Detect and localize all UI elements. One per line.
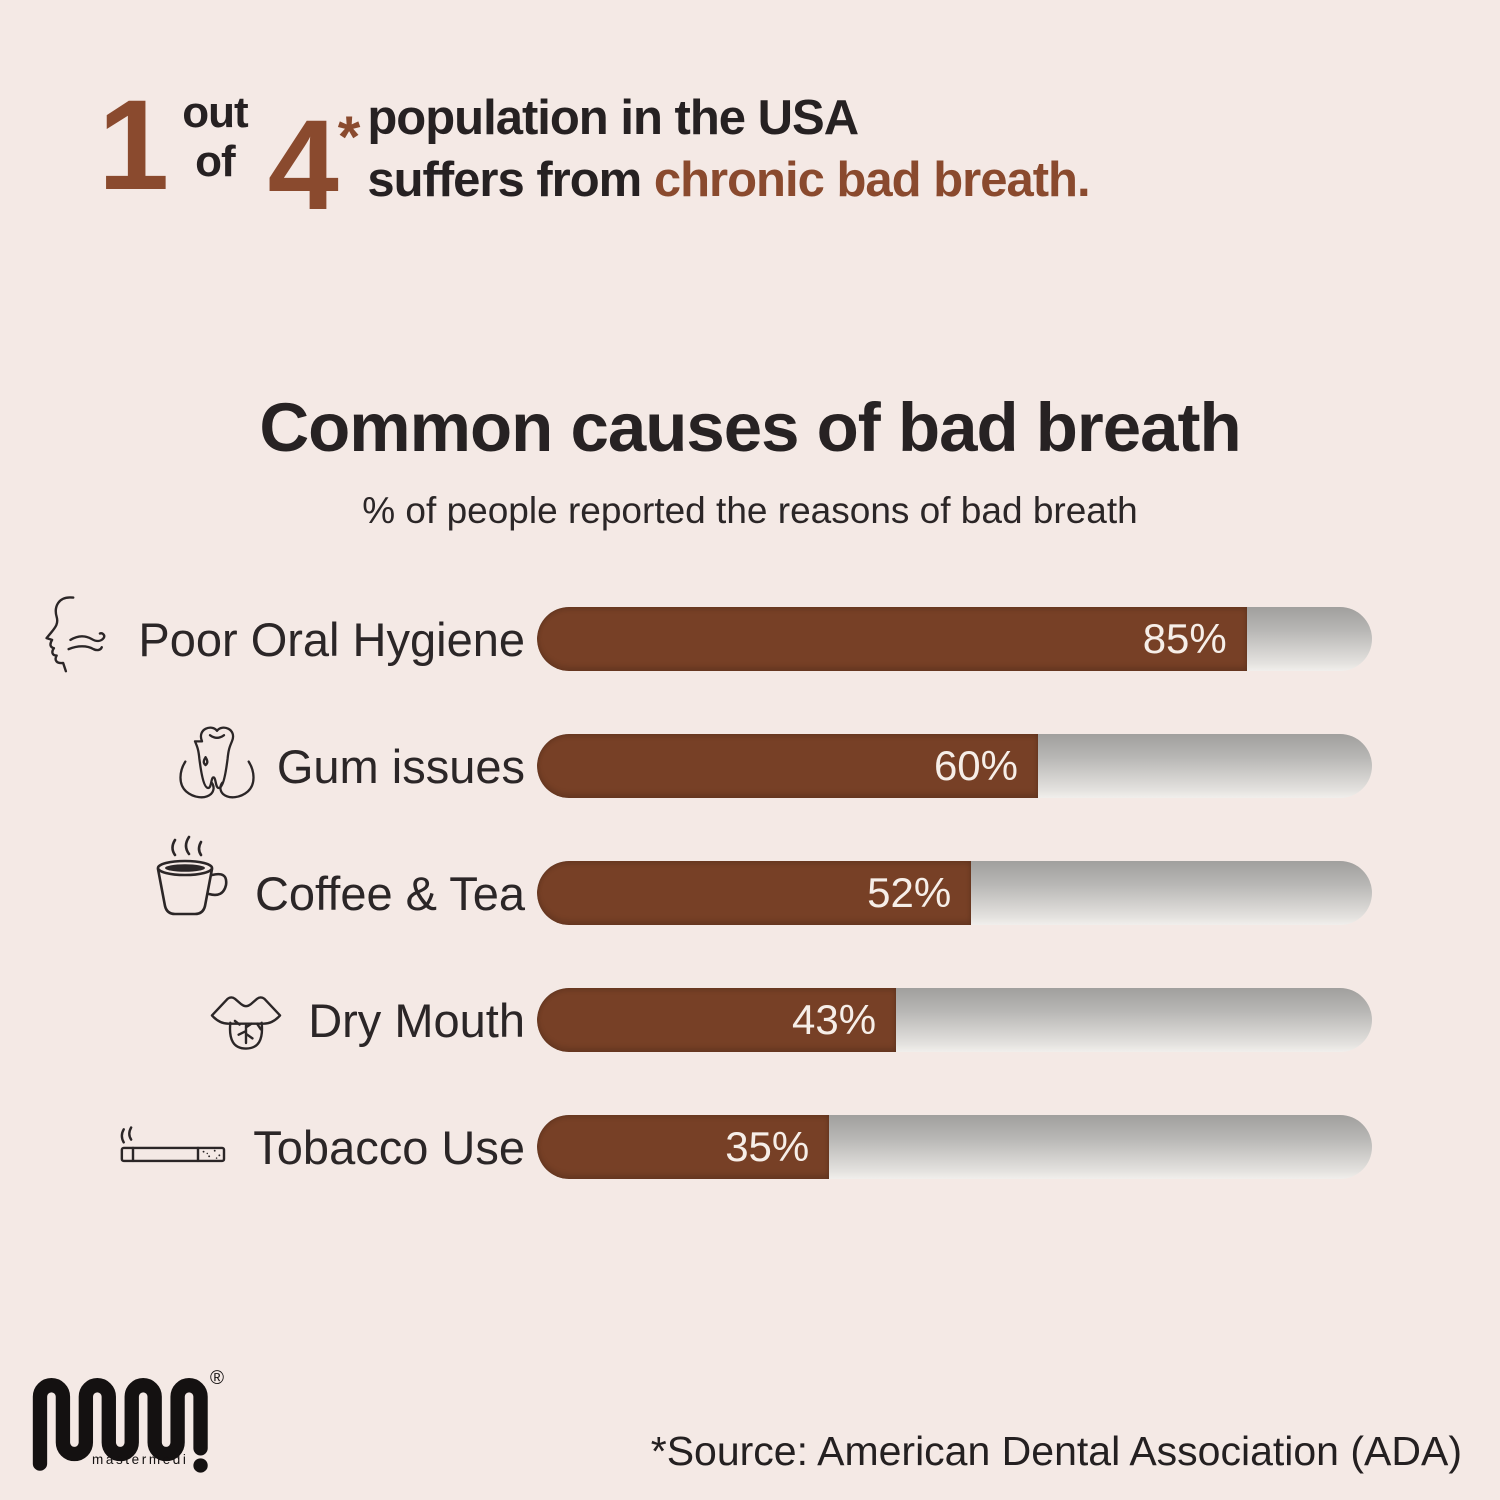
headline-line1: population in the USA <box>367 91 859 145</box>
bar-row: Gum issues 60% <box>0 726 1500 799</box>
bar-row: Tobacco Use 35% <box>0 1115 1500 1179</box>
bar-category-label: Tobacco Use <box>253 1120 525 1174</box>
brand-squiggle-icon <box>32 1378 208 1473</box>
bar-fill: 52% <box>537 861 972 925</box>
headline-line2-prefix: suffers from <box>367 152 654 207</box>
bar-row: Dry Mouth 43% <box>0 988 1500 1052</box>
bar-label-group: Tobacco Use <box>107 1118 525 1176</box>
breath-face-icon <box>30 593 122 685</box>
bar-value-label: 60% <box>933 742 1018 789</box>
stat-denominator-wrap: 4* <box>268 102 361 230</box>
bar-label-group: Coffee & Tea <box>139 835 525 934</box>
bar-track: 60% <box>537 734 1372 798</box>
bar-label-group: Gum issues <box>173 722 525 810</box>
bar-value-label: 85% <box>1142 615 1227 662</box>
stat-of-label: of <box>195 137 236 187</box>
header-stat: 1 out of 4* population in the USA suffer… <box>98 68 1091 230</box>
bar-label-group: Poor Oral Hygiene <box>30 593 525 685</box>
bar-track: 35% <box>537 1115 1372 1179</box>
cigarette-icon <box>107 1118 237 1176</box>
bar-fill: 43% <box>537 988 897 1052</box>
bar-track: 52% <box>537 861 1372 925</box>
stat-out-of: out of <box>182 88 248 187</box>
brand-name: mastermedi <box>92 1452 189 1467</box>
registered-trademark: ® <box>210 1368 224 1389</box>
bar-value-label: 52% <box>867 869 952 916</box>
bar-row: Coffee & Tea 52% <box>0 835 1500 925</box>
bar-track: 85% <box>537 607 1372 671</box>
bar-value-label: 43% <box>791 996 877 1043</box>
header-headline: population in the USA suffers from chron… <box>367 88 1091 212</box>
headline-line2-highlight: chronic bad breath. <box>653 152 1091 207</box>
stat-numerator: 1 <box>98 74 169 217</box>
stat-denominator: 4 <box>267 94 339 237</box>
bar-track: 43% <box>537 988 1372 1052</box>
bar-row: Poor Oral Hygiene 85% <box>0 596 1500 673</box>
tooth-gum-icon <box>173 722 261 810</box>
chart-title: Common causes of bad breath <box>259 389 1241 466</box>
dry-mouth-tongue-icon <box>200 974 292 1066</box>
bar-category-label: Coffee & Tea <box>254 866 525 920</box>
bar-fill: 35% <box>537 1115 830 1179</box>
stat-asterisk: * <box>337 105 361 170</box>
bar-label-group: Dry Mouth <box>200 974 525 1066</box>
bar-fill: 85% <box>537 607 1247 671</box>
chart-subtitle: % of people reported the reasons of bad … <box>362 490 1138 531</box>
headline-line2: suffers from chronic bad breath. <box>367 150 1091 212</box>
bar-category-label: Poor Oral Hygiene <box>138 612 525 666</box>
bar-category-label: Dry Mouth <box>308 993 525 1047</box>
source-attribution: *Source: American Dental Association (AD… <box>650 1428 1462 1474</box>
bar-fill: 60% <box>537 734 1038 798</box>
coffee-cup-icon <box>139 835 239 934</box>
stat-out-label: out <box>182 88 248 137</box>
brand-logo: ® mastermedi <box>30 1368 240 1476</box>
bar-value-label: 35% <box>725 1123 810 1170</box>
bar-category-label: Gum issues <box>276 739 525 793</box>
